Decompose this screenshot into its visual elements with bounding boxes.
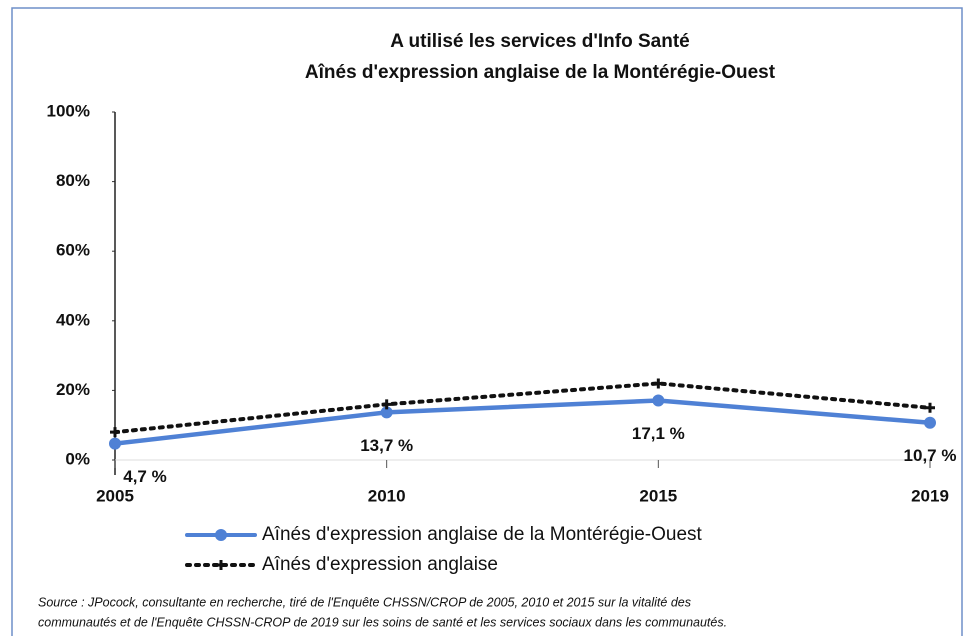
marker [110, 427, 120, 438]
y-tick-label: 40% [56, 310, 90, 329]
marker [653, 378, 664, 389]
chart-frame [11, 7, 963, 636]
legend-marker [216, 560, 226, 570]
data-label: 10,7 % [904, 446, 957, 465]
data-label: 4,7 % [123, 467, 166, 486]
series-line [113, 381, 932, 435]
chart-subtitle: Aînés d'expression anglaise de la Montér… [305, 62, 776, 83]
source-note: communautés et de l'Enquête CHSSN-CROP d… [38, 615, 727, 629]
y-tick-label: 60% [56, 241, 90, 260]
x-tick-label: 2010 [368, 486, 406, 505]
marker [924, 416, 936, 429]
marker [109, 437, 121, 450]
marker [925, 402, 935, 413]
y-tick-label: 0% [65, 449, 90, 468]
data-label: 17,1 % [632, 424, 685, 443]
series-line [112, 398, 933, 446]
marker [652, 394, 665, 407]
chart-title: A utilisé les services d'Info Santé [390, 31, 689, 52]
y-tick-label: 100% [47, 101, 90, 120]
data-label: 13,7 % [360, 436, 413, 455]
source-note: Source : JPocock, consultante en recherc… [38, 595, 691, 609]
y-tick-label: 20% [56, 380, 90, 399]
marker [380, 406, 393, 419]
x-tick-label: 2005 [96, 486, 134, 505]
marker [381, 399, 392, 410]
x-tick-label: 2015 [639, 486, 677, 505]
legend-label: Aînés d'expression anglaise de la Montér… [262, 524, 703, 545]
legend-marker [215, 529, 227, 541]
legend-label: Aînés d'expression anglaise [262, 554, 498, 575]
y-tick-label: 80% [56, 171, 90, 190]
x-tick-label: 2019 [911, 486, 949, 505]
